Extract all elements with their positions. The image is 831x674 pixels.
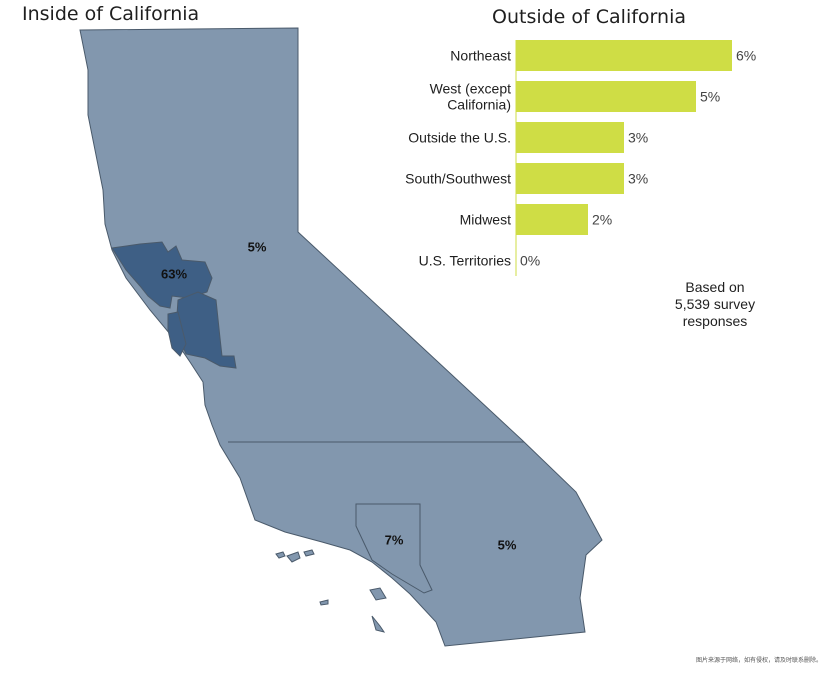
bar-3 [516,163,624,194]
bay-area-value-label: 63% [160,266,188,282]
bar-category-label-1-0: West (except [430,81,512,97]
bar-4 [516,204,588,235]
bar-value-label-5: 0% [520,253,540,269]
bar-2 [516,122,624,153]
map-panel-title: Inside of California [22,3,200,25]
bar-chart-title: Outside of California [492,6,686,28]
island-2 [286,551,301,563]
southern-california-value-label: 5% [497,537,517,553]
watermark-text: 图片来源于网络，如有侵权，请及时联系删除。 [695,657,822,664]
survey-note: Based on 5,539 survey responses [640,279,790,330]
island-4 [369,587,387,601]
bay-area-north-region [111,241,213,309]
survey-note-line-1: Based on [685,279,745,295]
bar-category-label-3: South/Southwest [405,171,511,187]
bar-value-label-2: 3% [628,130,648,146]
los-angeles-region [355,503,433,594]
bar-value-label-3: 3% [628,171,648,187]
bar-1 [516,81,696,112]
bar-value-label-0: 6% [736,48,756,64]
bar-category-label-0: Northeast [450,48,511,64]
bar-category-label-5: U.S. Territories [419,253,511,269]
island-6 [371,615,386,633]
los-angeles-value-label: 7% [384,532,404,548]
island-1 [275,551,286,559]
bar-category-label-2: Outside the U.S. [408,130,511,146]
bar-value-label-4: 2% [592,212,612,228]
california-state-region [79,27,603,647]
island-5 [319,599,329,606]
bar-value-label-1: 5% [700,89,720,105]
bar-0 [516,40,732,71]
survey-note-line-3: responses [682,313,748,329]
northern-california-value-label: 5% [247,239,267,255]
bay-area-peninsula-region [167,311,187,357]
bar-category-label-1-1: California) [447,97,511,113]
bar-category-label-4: Midwest [460,212,511,228]
island-3 [303,549,315,557]
survey-note-line-2: 5,539 survey [674,296,756,312]
